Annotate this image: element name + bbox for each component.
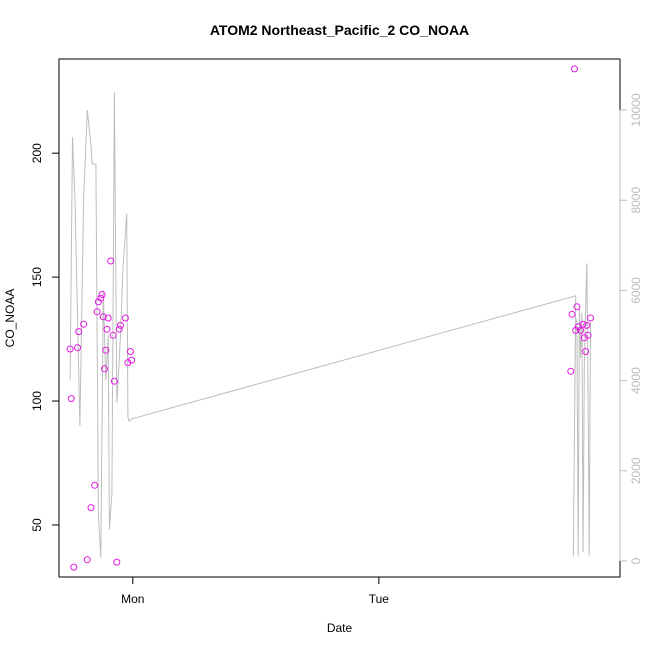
- data-point: [102, 346, 110, 354]
- data-point: [579, 320, 587, 328]
- data-point: [91, 481, 99, 489]
- data-point: [97, 294, 105, 302]
- data-point: [110, 377, 118, 385]
- plot-frame: [58, 58, 621, 578]
- left-tick-label: 150: [30, 267, 44, 287]
- data-point: [573, 303, 581, 311]
- data-point: [128, 356, 136, 364]
- data-point: [571, 65, 578, 73]
- data-point: [107, 257, 115, 265]
- right-tick-label: 2000: [629, 457, 643, 484]
- series-point-layer: [66, 65, 594, 571]
- left-tick-label: 50: [30, 518, 44, 532]
- data-point: [93, 308, 101, 316]
- right-tick-label: 8000: [629, 187, 643, 214]
- right-tick-label: 4000: [629, 367, 643, 394]
- x-tick-label: Mon: [121, 592, 144, 606]
- right-tick-label: 10000: [629, 93, 643, 127]
- data-point: [80, 320, 88, 328]
- data-point: [70, 563, 78, 571]
- data-point: [75, 328, 83, 336]
- data-point: [568, 310, 576, 318]
- data-point: [104, 314, 112, 322]
- right-tick-label: 0: [629, 557, 643, 564]
- data-point: [567, 367, 575, 375]
- data-point: [577, 326, 585, 334]
- data-point: [582, 348, 590, 355]
- data-point: [67, 395, 75, 403]
- data-point: [98, 291, 106, 298]
- data-point: [109, 331, 117, 339]
- right-tick-label: 6000: [629, 277, 643, 304]
- x-tick-label: Tue: [369, 592, 390, 606]
- data-point: [587, 314, 594, 322]
- data-point: [117, 321, 124, 329]
- data-point: [101, 365, 108, 373]
- x-axis-title: Date: [327, 621, 353, 635]
- data-point: [121, 314, 129, 322]
- data-point: [87, 504, 95, 512]
- data-point: [113, 558, 121, 566]
- data-point: [103, 325, 111, 333]
- y-axis-title: CO_NOAA: [3, 289, 17, 348]
- data-point: [115, 325, 123, 333]
- data-point: [584, 331, 592, 339]
- left-tick-label: 100: [30, 391, 44, 411]
- left-tick-label: 200: [30, 143, 44, 163]
- right-y-axis: 0 2000 4000 6000 8000 10000: [619, 93, 643, 564]
- data-point: [94, 298, 102, 306]
- data-point: [83, 556, 91, 564]
- chart-title: ATOM2 Northeast_Pacific_2 CO_NOAA: [210, 22, 469, 38]
- data-point: [583, 321, 591, 329]
- data-point: [126, 348, 134, 355]
- data-point: [99, 313, 107, 321]
- left-y-axis: 50 100 150 200: [30, 143, 60, 532]
- series-line: [69, 91, 591, 558]
- data-point: [74, 344, 81, 352]
- x-axis: Mon Tue: [121, 576, 390, 606]
- data-point: [66, 345, 74, 353]
- series-line-layer: [69, 91, 591, 558]
